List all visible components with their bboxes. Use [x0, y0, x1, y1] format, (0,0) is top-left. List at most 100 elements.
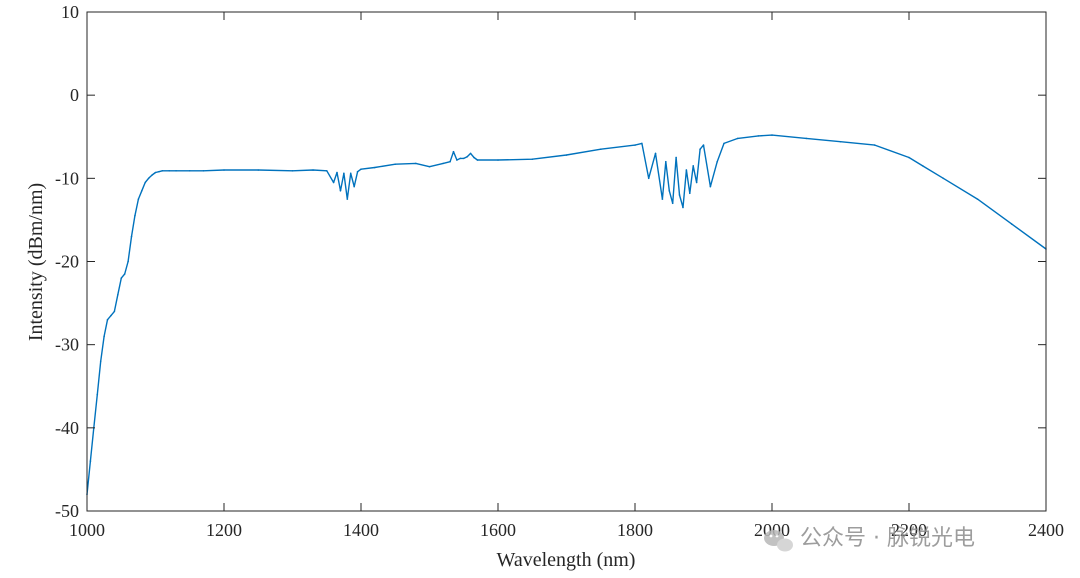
spectrum-point: [147, 177, 150, 180]
spectrum-point: [353, 185, 355, 188]
spectrum-point: [565, 154, 568, 156]
spectrum-point: [702, 144, 705, 146]
spectrum-point: [805, 137, 808, 140]
spectrum-point: [343, 172, 345, 175]
spectrum-point: [466, 155, 468, 158]
spectrum-point: [110, 314, 112, 317]
spectrum-point: [151, 174, 153, 176]
spectrum-point: [685, 169, 688, 171]
spectrum-point: [336, 171, 338, 174]
x-tick-label: 1800: [617, 520, 653, 540]
spectrum-point: [723, 142, 725, 145]
y-tick-label: -30: [55, 335, 79, 355]
spectrum-point: [134, 214, 136, 217]
spectrum-point: [394, 163, 397, 165]
spectrum-point: [641, 142, 643, 145]
spectrum-point: [346, 198, 349, 200]
spectrum-point: [476, 159, 479, 161]
spectrum-point: [137, 198, 140, 200]
spectrum-point: [661, 198, 664, 200]
x-tick-label: 1400: [343, 520, 379, 540]
spectrum-point: [692, 165, 695, 167]
y-tick-label: -20: [55, 252, 79, 272]
spectrum-point: [1010, 223, 1013, 225]
spectrum-point: [757, 135, 760, 137]
spectrum-point: [428, 165, 431, 168]
spectrum-point: [473, 156, 475, 159]
spectrum-point: [942, 177, 945, 180]
spectrum-point: [839, 140, 842, 143]
spectrum-point: [873, 144, 876, 146]
spectrum-point: [469, 152, 472, 155]
spectrum-point: [736, 137, 739, 140]
spectrum-point: [689, 192, 691, 195]
spectrum-point: [654, 152, 657, 155]
spectrum-point: [332, 181, 335, 184]
spectrum-point: [154, 171, 157, 174]
spectrum-point: [695, 181, 698, 184]
spectrum-point: [665, 160, 667, 163]
spectrum-point: [117, 293, 119, 296]
spectrum-point: [456, 159, 458, 161]
spectrum-point: [89, 460, 92, 462]
x-tick-label: 1600: [480, 520, 516, 540]
spectrum-point: [442, 162, 445, 165]
spectrum-point: [291, 170, 294, 172]
spectrum-point: [106, 318, 109, 321]
spectrum-point: [675, 156, 677, 159]
spectrum-point: [339, 190, 342, 192]
spectrum-point: [668, 190, 671, 192]
spectrum-point: [599, 148, 602, 151]
watermark: 公众号 · 脉锐光电: [764, 526, 975, 552]
spectrum-point: [459, 157, 462, 160]
spectrum-point: [462, 157, 465, 160]
spectrum-point: [127, 260, 129, 263]
spectrum-point: [144, 181, 147, 184]
spectrum-point: [158, 170, 160, 173]
spectrum-point: [175, 170, 177, 172]
x-axis-title: Wavelength (nm): [497, 549, 636, 571]
y-tick-label: -40: [55, 418, 79, 438]
spectrum-point: [921, 165, 924, 167]
spectrum-point: [699, 148, 701, 151]
spectrum-point: [188, 170, 191, 172]
spectrum-point: [415, 162, 417, 165]
spectrum-point: [678, 194, 681, 196]
x-tick-label: 2200: [891, 520, 927, 540]
spectrum-point: [709, 185, 712, 188]
y-tick-label: -50: [55, 501, 79, 521]
spectrum-point: [123, 273, 126, 275]
spectrum-point: [141, 190, 143, 192]
spectrum-point: [360, 168, 362, 170]
spectrum-point: [257, 169, 260, 171]
spectrum-point: [223, 169, 225, 171]
spectrum-point: [449, 160, 451, 163]
spectrum-point: [531, 158, 534, 161]
plot-area: [86, 134, 1047, 496]
spectrum-point: [716, 160, 718, 163]
spectrum-point: [103, 335, 105, 338]
x-tick-label: 1200: [206, 520, 242, 540]
spectrum-point: [202, 170, 205, 172]
spectrum-point: [161, 170, 164, 172]
spectrum-point: [647, 177, 650, 180]
spectrum-point: [349, 172, 352, 175]
spectrum-point: [356, 170, 359, 173]
y-axis-title: Intensity (dBm/nm): [25, 183, 47, 341]
y-tick-label: 0: [70, 85, 79, 105]
spectrum-point: [325, 170, 328, 172]
y-tick-label: -10: [55, 168, 79, 188]
spectrum-point: [373, 166, 376, 169]
spectrum-point: [634, 144, 636, 146]
spectrum-point: [452, 150, 455, 153]
spectrum-point: [168, 170, 170, 172]
spectrum-point: [771, 134, 773, 136]
spectrum-point: [976, 198, 979, 200]
spectrum-point: [908, 156, 910, 159]
x-tick-label: 1000: [69, 520, 105, 540]
spectrum-point: [682, 206, 684, 209]
y-tick-label: 10: [61, 2, 79, 22]
spectrum-point: [99, 360, 102, 363]
